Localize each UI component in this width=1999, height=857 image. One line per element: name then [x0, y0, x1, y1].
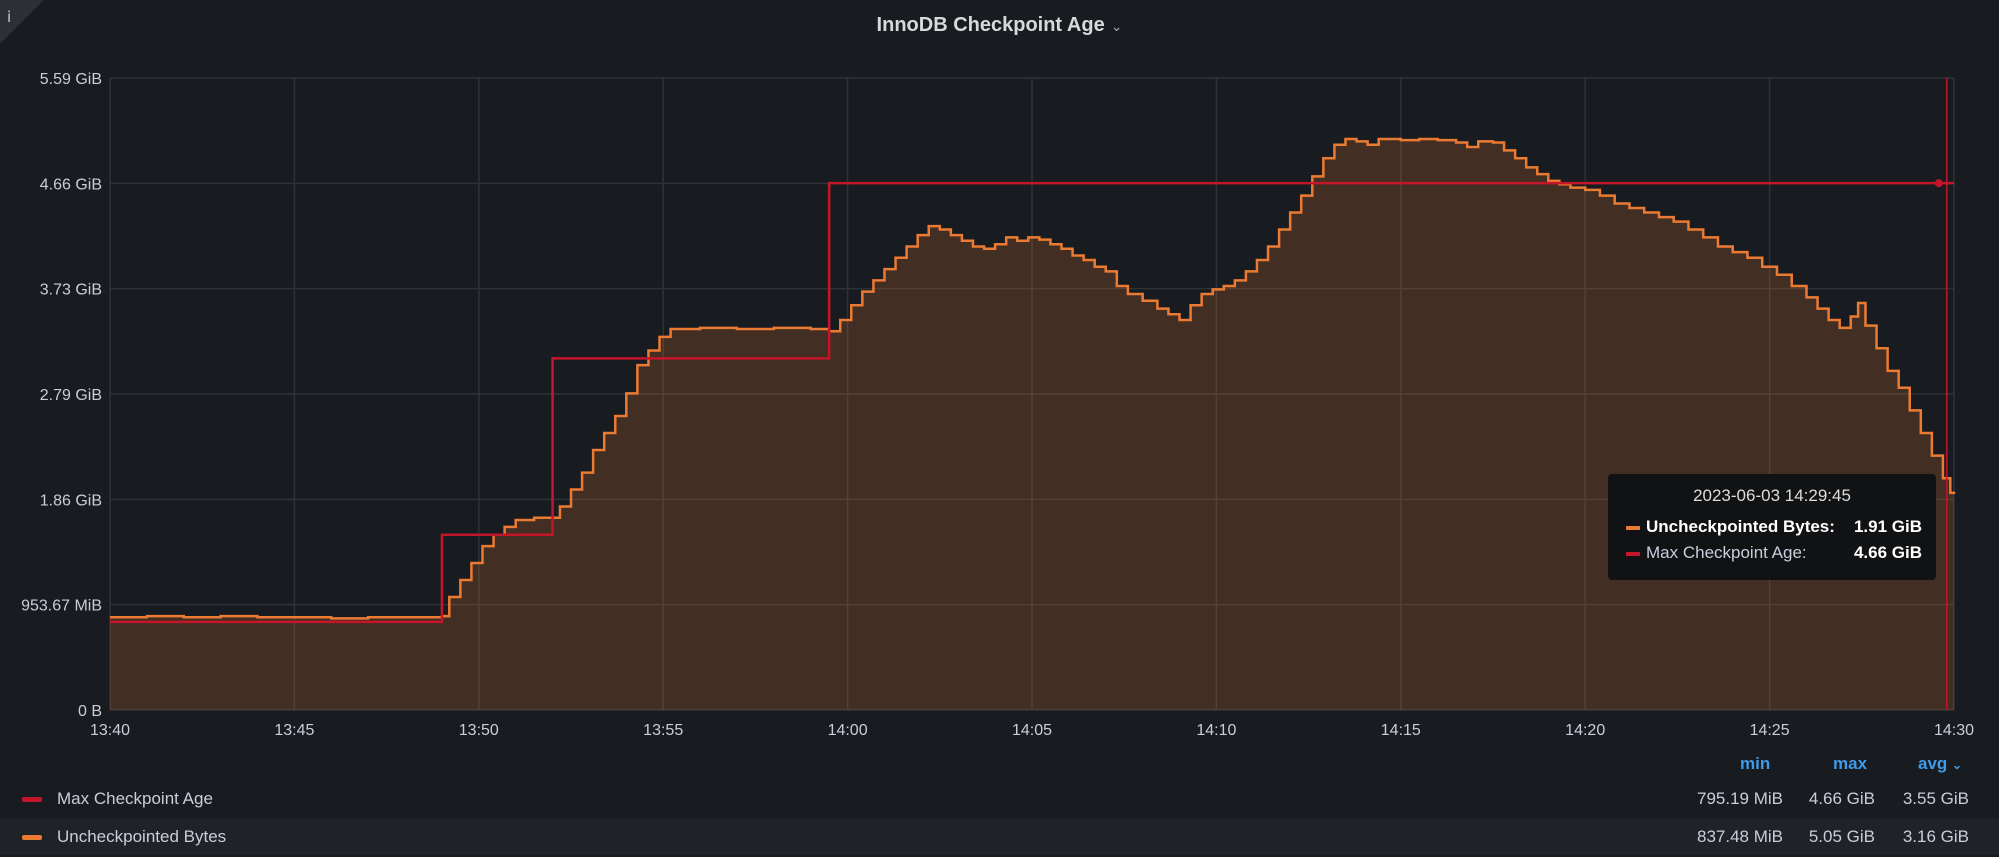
legend-swatch — [22, 835, 42, 840]
tooltip-swatch — [1626, 552, 1640, 556]
y-tick-label: 2.79 GiB — [40, 387, 102, 404]
y-tick-label: 953.67 MiB — [21, 598, 102, 615]
x-tick-label: 14:15 — [1381, 722, 1421, 739]
x-tick-label: 13:40 — [90, 722, 130, 739]
legend-header-avg-label: avg — [1918, 754, 1948, 773]
legend-max: 4.66 GiB — [1808, 789, 1875, 808]
series-line-uncheckpointed-bytes — [110, 137, 1956, 620]
x-tick-label: 14:30 — [1934, 722, 1974, 739]
tooltip-swatch — [1626, 526, 1640, 530]
series-area-uncheckpointed-bytes — [110, 139, 1954, 710]
chevron-down-icon: ⌄ — [1952, 758, 1963, 772]
tooltip: 2023-06-03 14:29:45 Uncheckpointed Bytes… — [1608, 474, 1936, 580]
tooltip-label: Uncheckpointed Bytes: — [1646, 517, 1835, 536]
legend-row[interactable]: Uncheckpointed Bytes 837.48 MiB 5.05 GiB… — [0, 819, 1999, 855]
tooltip-value: 1.91 GiB — [1853, 517, 1922, 536]
legend-header-avg[interactable]: avg ⌄ — [1918, 754, 1962, 774]
x-tick-label: 14:05 — [1012, 722, 1052, 739]
chevron-down-icon[interactable]: ⌄ — [1110, 18, 1123, 34]
x-tick-label: 14:20 — [1565, 722, 1605, 739]
info-corner[interactable] — [0, 0, 44, 44]
x-tick-label: 14:10 — [1196, 722, 1236, 739]
chart-svg[interactable]: 0 B 953.67 MiB 1.86 GiB 2.79 GiB 3.73 GiB 4.6… — [0, 0, 1999, 740]
series-line-max-checkpoint-age — [110, 181, 1954, 624]
y-tick-label: 5.59 GiB — [40, 71, 102, 88]
hover-point — [1934, 179, 1943, 188]
x-tick-label: 13:50 — [459, 722, 499, 739]
y-tick-label: 1.86 GiB — [40, 492, 102, 509]
legend-series-name: Max Checkpoint Age — [57, 789, 213, 808]
legend-swatch — [22, 797, 42, 802]
panel-title[interactable]: InnoDB Checkpoint Age — [876, 14, 1105, 36]
legend-min: 837.48 MiB — [1697, 827, 1783, 846]
y-tick-label: 3.73 GiB — [40, 282, 102, 299]
y-tick-label: 0 B — [78, 703, 102, 720]
x-tick-label: 14:00 — [828, 722, 868, 739]
tooltip-value: 4.66 GiB — [1853, 543, 1922, 562]
info-icon[interactable]: i — [7, 8, 12, 26]
legend-min: 795.19 MiB — [1697, 789, 1783, 808]
panel-header: InnoDB Checkpoint Age ⌄ — [0, 14, 1999, 37]
x-tick-label: 14:25 — [1750, 722, 1790, 739]
legend-header-max[interactable]: max — [1833, 754, 1868, 773]
y-tick-label: 4.66 GiB — [40, 176, 102, 193]
legend-row[interactable]: Max Checkpoint Age 795.19 MiB 4.66 GiB 3… — [0, 781, 1999, 817]
legend-max: 5.05 GiB — [1808, 827, 1875, 846]
legend-avg: 3.55 GiB — [1902, 789, 1969, 808]
tooltip-time: 2023-06-03 14:29:45 — [1693, 486, 1851, 505]
x-tick-label: 13:55 — [643, 722, 683, 739]
x-tick-label: 13:45 — [274, 722, 314, 739]
tooltip-row: Max Checkpoint Age: 4.66 GiB — [1626, 543, 1922, 565]
tooltip-row: Uncheckpointed Bytes: 1.91 GiB — [1626, 517, 1922, 539]
legend-avg: 3.16 GiB — [1902, 827, 1969, 846]
legend-header-min[interactable]: min — [1740, 754, 1771, 773]
tooltip-label: Max Checkpoint Age: — [1646, 543, 1807, 562]
legend-series-name: Uncheckpointed Bytes — [57, 827, 227, 846]
